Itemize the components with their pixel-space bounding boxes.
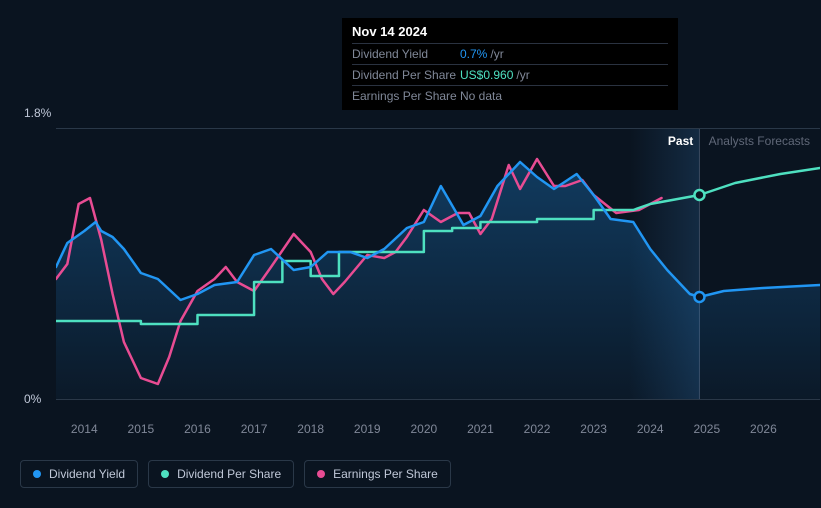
legend-label: Earnings Per Share (333, 467, 438, 481)
y-axis-max-label: 1.8% (24, 106, 51, 120)
x-tick-label: 2020 (410, 422, 437, 436)
x-tick-label: 2017 (241, 422, 268, 436)
x-tick-label: 2022 (524, 422, 551, 436)
hover-tooltip: Nov 14 2024 Dividend Yield 0.7% /yr Divi… (342, 18, 678, 110)
x-tick-label: 2015 (128, 422, 155, 436)
tooltip-label: Dividend Yield (352, 47, 460, 61)
legend-item-dividend-yield[interactable]: Dividend Yield (20, 460, 138, 488)
x-tick-label: 2018 (297, 422, 324, 436)
x-tick-label: 2023 (580, 422, 607, 436)
tooltip-value: 0.7% (460, 47, 487, 61)
tooltip-row: Dividend Per Share US$0.960 /yr (352, 64, 668, 85)
y-axis-min-label: 0% (24, 392, 41, 406)
legend: Dividend Yield Dividend Per Share Earnin… (20, 460, 451, 488)
legend-label: Dividend Yield (49, 467, 125, 481)
tooltip-date: Nov 14 2024 (352, 24, 668, 43)
tooltip-label: Earnings Per Share (352, 89, 460, 103)
segment-past-label: Past (668, 134, 693, 148)
x-tick-label: 2024 (637, 422, 664, 436)
tooltip-value: US$0.960 (460, 68, 513, 82)
x-tick-label: 2014 (71, 422, 98, 436)
tooltip-row: Dividend Yield 0.7% /yr (352, 43, 668, 64)
chart-area: 1.8% 0% Past Analysts Forecasts 20142015… (20, 108, 820, 428)
legend-dot-icon (161, 470, 169, 478)
tooltip-label: Dividend Per Share (352, 68, 460, 82)
legend-label: Dividend Per Share (177, 467, 281, 481)
x-tick-label: 2026 (750, 422, 777, 436)
x-tick-label: 2019 (354, 422, 381, 436)
segment-forecast-label: Analysts Forecasts (709, 134, 810, 148)
legend-dot-icon (33, 470, 41, 478)
x-tick-label: 2021 (467, 422, 494, 436)
legend-item-earnings-per-share[interactable]: Earnings Per Share (304, 460, 451, 488)
legend-item-dividend-per-share[interactable]: Dividend Per Share (148, 460, 294, 488)
tooltip-unit: /yr (516, 68, 529, 82)
tooltip-row: Earnings Per Share No data (352, 85, 668, 106)
x-tick-label: 2025 (693, 422, 720, 436)
tooltip-unit: /yr (490, 47, 503, 61)
plot-region[interactable]: Past Analysts Forecasts (56, 128, 820, 400)
tooltip-value: No data (460, 89, 502, 103)
segment-labels: Past Analysts Forecasts (656, 134, 810, 148)
legend-dot-icon (317, 470, 325, 478)
x-tick-label: 2016 (184, 422, 211, 436)
